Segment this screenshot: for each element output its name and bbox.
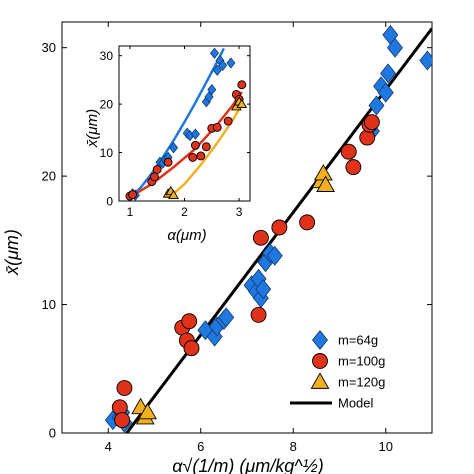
data-point-diamond bbox=[255, 279, 272, 300]
main-y-tick-label: 10 bbox=[42, 297, 56, 312]
main-x-tick-label: 10 bbox=[379, 439, 393, 454]
data-point-circle bbox=[363, 114, 380, 131]
legend-label: m=120g bbox=[338, 375, 385, 390]
inset-data-point-circle bbox=[128, 190, 138, 200]
inset-y-axis-label: x̄(μm) bbox=[84, 109, 101, 148]
inset-data-point-diamond bbox=[226, 57, 236, 69]
inset-x-tick-label: 2 bbox=[181, 205, 188, 219]
data-point-triangle bbox=[138, 402, 157, 420]
inset-data-point-circle bbox=[152, 165, 162, 174]
main-x-tick-label: 4 bbox=[105, 439, 112, 454]
inset-x-axis-label: α(μm) bbox=[167, 227, 206, 244]
data-point-circle bbox=[345, 159, 362, 176]
data-point-diamond bbox=[368, 95, 385, 116]
legend-label: m=64g bbox=[338, 333, 378, 348]
inset-data-point-diamond bbox=[204, 91, 214, 103]
inset-data-point-circle bbox=[196, 151, 206, 161]
data-point-diamond bbox=[386, 37, 404, 58]
inset-data-point-circle bbox=[150, 172, 159, 182]
data-point-diamond bbox=[419, 50, 432, 71]
data-point-circle bbox=[181, 313, 198, 330]
main-y-tick-label: 0 bbox=[49, 426, 56, 441]
data-point-diamond bbox=[380, 63, 397, 84]
inset-data-point-diamond bbox=[218, 59, 228, 72]
legend: m=64g m=100g m=120g Model bbox=[290, 329, 385, 411]
inset-data-point-circle bbox=[237, 80, 247, 90]
data-point-diamond bbox=[266, 245, 283, 266]
inset-data-point-circle bbox=[212, 122, 222, 132]
inset-data-point-diamond bbox=[212, 64, 222, 76]
inset-fit-curve bbox=[167, 103, 243, 200]
data-point-circle bbox=[252, 229, 269, 246]
data-point-circle bbox=[116, 380, 133, 396]
legend-marker-diamond bbox=[311, 329, 329, 351]
inset-data-point-diamond bbox=[190, 128, 200, 140]
legend-label: m=100g bbox=[338, 354, 385, 369]
inset-data-point-circle bbox=[190, 140, 200, 150]
main-y-tick-label: 20 bbox=[42, 169, 56, 184]
inset-data-point-circle bbox=[223, 116, 233, 126]
inset-data-point-circle bbox=[188, 152, 198, 162]
inset-y-tick-label: 30 bbox=[100, 49, 114, 63]
data-point-diamond bbox=[218, 307, 235, 328]
inset-data-point-circle bbox=[201, 142, 211, 152]
data-point-circle bbox=[299, 214, 316, 231]
inset-fit-curve bbox=[129, 47, 225, 199]
data-point-diamond bbox=[377, 82, 394, 103]
inset-x-tick-label: 3 bbox=[236, 205, 243, 219]
main-x-tick-label: 6 bbox=[197, 439, 204, 454]
inset-data-point-triangle bbox=[236, 98, 248, 108]
main-y-axis-label: x̄(μm) bbox=[2, 229, 22, 276]
inset-data-point-triangle bbox=[168, 189, 179, 200]
inset-data-point-diamond bbox=[169, 142, 179, 154]
inset-x-tick-label: 1 bbox=[127, 205, 134, 219]
main-x-axis-label: α√(1/m) (μm/kg^½) bbox=[172, 456, 323, 474]
legend-marker-circle bbox=[312, 353, 328, 369]
data-point-circle bbox=[250, 306, 267, 323]
inset-y-tick-label: 10 bbox=[100, 146, 114, 160]
inset-data-point-circle bbox=[163, 157, 173, 167]
data-point-triangle bbox=[316, 175, 336, 192]
data-point-circle bbox=[183, 340, 200, 357]
legend-marker-triangle bbox=[310, 372, 330, 389]
inset-y-tick-label: 20 bbox=[100, 98, 114, 112]
main-y-tick-label: 30 bbox=[42, 40, 56, 55]
inset-data-point-diamond bbox=[210, 47, 220, 59]
main-x-tick-label: 8 bbox=[290, 439, 297, 454]
data-point-circle bbox=[114, 412, 131, 429]
inset-y-tick-label: 0 bbox=[106, 195, 113, 209]
data-point-circle bbox=[271, 219, 288, 236]
legend-label: Model bbox=[338, 396, 374, 411]
inset-data-point-diamond bbox=[207, 83, 217, 96]
data-point-circle bbox=[340, 143, 357, 160]
